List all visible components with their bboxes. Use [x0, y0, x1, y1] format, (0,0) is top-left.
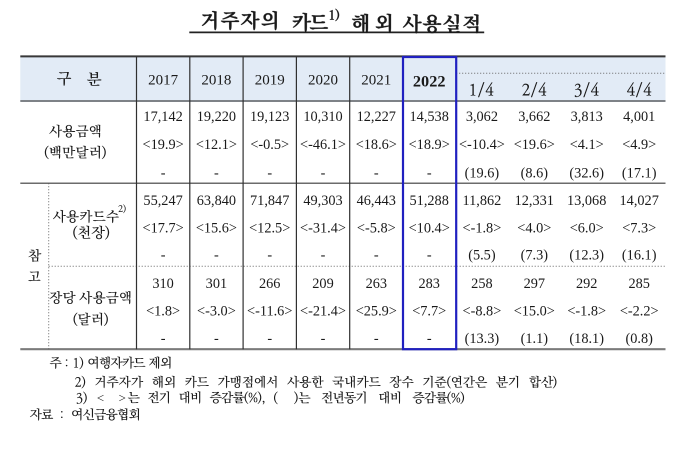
svg-text:-: -: [427, 331, 432, 347]
svg-text:2017: 2017: [148, 73, 179, 89]
svg-text:51,288: 51,288: [410, 193, 449, 209]
svg-text:<-10.4>: <-10.4>: [459, 137, 505, 153]
svg-text:14,538: 14,538: [410, 109, 449, 125]
svg-text:(13.3): (13.3): [465, 331, 500, 347]
svg-text:3,062: 3,062: [466, 109, 498, 125]
svg-text:<1.8>: <1.8>: [146, 304, 180, 320]
svg-text:<12.1>: <12.1>: [196, 137, 237, 153]
svg-text:(5.5): (5.5): [468, 248, 496, 264]
svg-text:263: 263: [366, 276, 387, 292]
svg-text:209: 209: [312, 276, 333, 292]
svg-text:(19.6): (19.6): [465, 165, 500, 181]
svg-text:<7.3>: <7.3>: [622, 220, 656, 236]
svg-text:17,142: 17,142: [143, 109, 182, 125]
svg-text:(1.1): (1.1): [521, 331, 549, 347]
svg-text:49,303: 49,303: [303, 193, 342, 209]
svg-text:(17.1): (17.1): [622, 165, 657, 181]
svg-text:<19.9>: <19.9>: [143, 137, 184, 153]
svg-text:301: 301: [206, 276, 227, 292]
svg-text:(0.8): (0.8): [625, 331, 653, 347]
svg-text:<-2.2>: <-2.2>: [620, 304, 659, 320]
svg-text:<-1.8>: <-1.8>: [463, 220, 502, 236]
svg-text:<7.7>: <7.7>: [412, 304, 446, 320]
svg-text:<18.6>: <18.6>: [356, 137, 397, 153]
svg-text:<12.5>: <12.5>: [249, 220, 290, 236]
svg-text:-: -: [374, 165, 379, 181]
svg-text:266: 266: [259, 276, 280, 292]
svg-text:-: -: [427, 248, 432, 264]
svg-text:283: 283: [418, 276, 439, 292]
svg-text:<6.0>: <6.0>: [570, 220, 604, 236]
svg-text:<17.7>: <17.7>: [143, 220, 184, 236]
svg-text:-: -: [321, 331, 326, 347]
svg-text:19,123: 19,123: [250, 109, 289, 125]
svg-text:-: -: [214, 165, 219, 181]
svg-text:2018: 2018: [201, 73, 231, 89]
svg-text:-: -: [214, 331, 219, 347]
svg-text:-: -: [374, 248, 379, 264]
svg-text:-: -: [321, 248, 326, 264]
svg-text:2020: 2020: [308, 73, 338, 89]
svg-text:55,247: 55,247: [143, 193, 182, 209]
svg-text:-: -: [161, 331, 166, 347]
svg-text:10,310: 10,310: [303, 109, 342, 125]
svg-text:-: -: [427, 165, 432, 181]
svg-text:(8.6): (8.6): [521, 165, 549, 181]
svg-text:(18.1): (18.1): [569, 331, 604, 347]
svg-text:2021: 2021: [361, 73, 391, 89]
svg-text:19,220: 19,220: [197, 109, 236, 125]
svg-text:<4.9>: <4.9>: [622, 137, 656, 153]
svg-text:<-0.5>: <-0.5>: [250, 137, 289, 153]
svg-text:<-5.8>: <-5.8>: [357, 220, 396, 236]
svg-text:14,027: 14,027: [620, 193, 659, 209]
svg-text:12,227: 12,227: [357, 109, 396, 125]
svg-text:-: -: [267, 331, 272, 347]
svg-text:297: 297: [524, 276, 545, 292]
svg-text:(32.6): (32.6): [569, 165, 604, 181]
svg-text:<-1.8>: <-1.8>: [567, 304, 606, 320]
svg-text:<4.0>: <4.0>: [517, 220, 551, 236]
svg-text:<10.4>: <10.4>: [409, 220, 450, 236]
svg-text:<-3.0>: <-3.0>: [197, 304, 236, 320]
svg-text:<15.0>: <15.0>: [514, 304, 555, 320]
svg-text:258: 258: [471, 276, 492, 292]
svg-text:-: -: [267, 248, 272, 264]
svg-text:11,862: 11,862: [463, 193, 502, 209]
svg-text:<-31.4>: <-31.4>: [300, 220, 346, 236]
svg-text:63,840: 63,840: [197, 193, 236, 209]
svg-text:<15.6>: <15.6>: [196, 220, 237, 236]
svg-text:(7.3): (7.3): [521, 248, 549, 264]
svg-text:13,068: 13,068: [567, 193, 606, 209]
svg-text:<25.9>: <25.9>: [356, 304, 397, 320]
svg-text:285: 285: [628, 276, 649, 292]
svg-text:46,443: 46,443: [357, 193, 396, 209]
svg-text:-: -: [161, 248, 166, 264]
svg-text:<-46.1>: <-46.1>: [300, 137, 346, 153]
svg-text:3,813: 3,813: [571, 109, 603, 125]
svg-text:12,331: 12,331: [515, 193, 554, 209]
svg-text:-: -: [374, 331, 379, 347]
svg-text:<-8.8>: <-8.8>: [463, 304, 502, 320]
svg-text:<-21.4>: <-21.4>: [300, 304, 346, 320]
svg-text:71,847: 71,847: [250, 193, 289, 209]
svg-text:-: -: [321, 165, 326, 181]
svg-text:-: -: [214, 248, 219, 264]
svg-text:<19.6>: <19.6>: [514, 137, 555, 153]
svg-text:292: 292: [576, 276, 597, 292]
svg-text:(12.3): (12.3): [569, 248, 604, 264]
svg-text:(16.1): (16.1): [622, 248, 657, 264]
svg-text:2022: 2022: [413, 72, 446, 91]
svg-text:3,662: 3,662: [518, 109, 550, 125]
svg-text:<4.1>: <4.1>: [570, 137, 604, 153]
svg-text:2019: 2019: [255, 73, 285, 89]
svg-text:<-11.6>: <-11.6>: [247, 304, 292, 320]
svg-text:310: 310: [152, 276, 173, 292]
svg-text:-: -: [161, 165, 166, 181]
svg-text:4,001: 4,001: [623, 109, 655, 125]
svg-text:<18.9>: <18.9>: [409, 137, 450, 153]
svg-text:-: -: [267, 165, 272, 181]
